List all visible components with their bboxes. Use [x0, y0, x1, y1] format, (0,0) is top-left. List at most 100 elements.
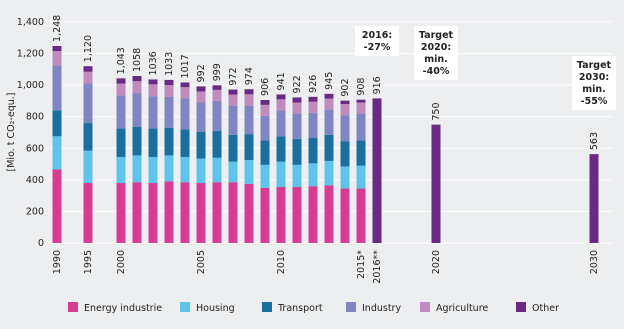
bar-segment [260, 99, 270, 105]
bar-segment [340, 115, 350, 142]
bar-segment [292, 186, 302, 243]
bar-segment [196, 158, 206, 184]
total-label: 1,248 [52, 15, 63, 42]
bar-segment [308, 112, 318, 139]
bar-segment [340, 141, 350, 167]
bar-segment [83, 83, 93, 124]
bar-segment [244, 134, 254, 161]
bar-segment [589, 154, 599, 243]
x-tick-label: 2016** [372, 250, 383, 284]
bar-segment [276, 94, 286, 100]
bar-segment [276, 186, 286, 243]
bar-segment [228, 105, 238, 135]
legend-label: Agriculture [436, 303, 488, 314]
bar-segment [52, 51, 62, 66]
x-tick-label: 2000 [116, 250, 127, 274]
total-label: 922 [292, 75, 303, 93]
bar-segment [180, 87, 190, 99]
bar-segment [148, 84, 158, 97]
legend-swatch [346, 302, 356, 312]
bar-segment [228, 134, 238, 162]
annotation-box [414, 26, 458, 80]
bar-segment [212, 182, 222, 243]
total-label: 902 [340, 78, 351, 96]
bar-segment [116, 156, 126, 184]
bar-segment [228, 94, 238, 106]
bar-segment [148, 156, 158, 184]
x-tick-label: 2010 [276, 250, 287, 274]
bar-segment [180, 156, 190, 183]
total-label: 1036 [148, 51, 159, 75]
legend-swatch [262, 302, 272, 312]
bar-segment [180, 129, 190, 157]
bar-segment [324, 93, 334, 99]
bar-segment [212, 100, 222, 131]
bar-segment [292, 164, 302, 187]
legend-label: Other [532, 303, 559, 314]
bar-segment [260, 140, 270, 165]
bar-segment [116, 95, 126, 129]
annotation-text: Target [577, 60, 612, 71]
bar-segment [212, 85, 222, 90]
bar-segment [260, 104, 270, 116]
bar-segment [292, 97, 302, 103]
total-label: 926 [308, 75, 319, 93]
bar-segment [292, 102, 302, 114]
total-label: 916 [372, 76, 383, 94]
bar-segment [244, 94, 254, 106]
bar-segment [324, 134, 334, 161]
annotation-text: 2020: [421, 42, 451, 53]
bar-segment [308, 163, 318, 187]
bar-segment [276, 161, 286, 187]
legend-label: Energy industrie [84, 303, 162, 314]
bar-segment [244, 105, 254, 135]
legend-swatch [68, 302, 78, 312]
bar-segment [164, 181, 174, 243]
bar-segment [340, 100, 350, 105]
bar-segment [116, 183, 126, 243]
total-label: 1,043 [116, 47, 127, 74]
bar-segment [132, 93, 142, 127]
x-tick-label: 2005 [196, 250, 207, 274]
total-label: 1033 [164, 52, 175, 76]
bar-segment [260, 164, 270, 188]
y-tick-label: 1,200 [17, 49, 44, 60]
bar-segment [244, 89, 254, 95]
total-label: 999 [212, 63, 223, 81]
bar-segment [196, 131, 206, 159]
bar-segment [52, 45, 62, 52]
bar-segment [356, 113, 366, 141]
total-label: 945 [324, 72, 335, 90]
total-label: 908 [356, 78, 367, 96]
bar-segment [356, 102, 366, 114]
total-label: 1017 [180, 54, 191, 78]
bar-segment [196, 183, 206, 243]
bar-segment [116, 83, 126, 96]
bar-segment [276, 99, 286, 111]
bar-segment [148, 96, 158, 129]
bar-segment [196, 102, 206, 132]
bar-segment [292, 113, 302, 139]
annotation-text: -40% [423, 66, 450, 77]
bar-segment [276, 136, 286, 162]
bar-segment [228, 89, 238, 95]
bar-segment [52, 65, 62, 111]
x-tick-label: 1995 [83, 250, 94, 274]
y-tick-label: 0 [38, 238, 44, 249]
bar-segment [164, 127, 174, 156]
y-tick-label: 1,000 [17, 80, 44, 91]
bar-segment [180, 82, 190, 88]
annotation-text: Target [419, 30, 454, 41]
annotation-text: min. [582, 84, 606, 95]
bar-segment [132, 182, 142, 243]
bar-segment [132, 155, 142, 183]
x-tick-label: 2020 [431, 250, 442, 274]
y-tick-label: 800 [26, 112, 44, 123]
bar-segment [52, 136, 62, 170]
bar-segment [212, 157, 222, 183]
bar-segment [356, 188, 366, 243]
bar-segment [276, 110, 286, 137]
y-tick-label: 1,400 [17, 17, 44, 28]
bar-segment [148, 128, 158, 157]
bar-segment [164, 155, 174, 182]
